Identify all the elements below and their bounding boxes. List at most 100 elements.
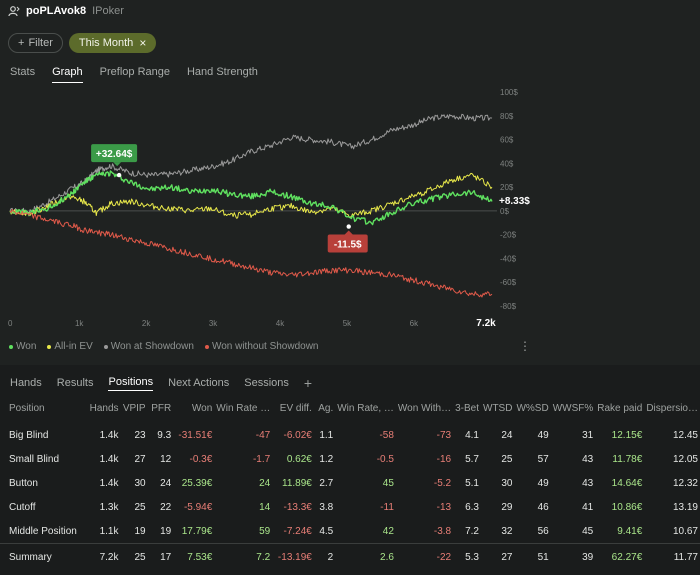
legend-dot bbox=[9, 344, 13, 349]
table-cell: 12.32 bbox=[672, 477, 698, 489]
tab-hand-strength[interactable]: Hand Strength bbox=[186, 66, 258, 78]
tab-stats[interactable]: Stats bbox=[10, 66, 36, 78]
tab-hands[interactable]: Hands bbox=[10, 377, 42, 389]
table-cell: 19 bbox=[134, 525, 146, 537]
table-cell: 45 bbox=[582, 525, 594, 537]
summary-row[interactable]: Summary 7.2k 25 17 7.53€ 7.2 -13.19€ 2 2.6 -22 5.3… bbox=[0, 543, 700, 570]
tab-sessions[interactable]: Sessions bbox=[244, 377, 289, 389]
table-cell: Button bbox=[9, 477, 38, 489]
x-tick-label: 2k bbox=[142, 319, 151, 328]
table-cell: 62.27€ bbox=[595, 543, 645, 570]
column-header[interactable]: PFR bbox=[151, 402, 172, 414]
table-cell: 12.45 bbox=[672, 429, 698, 441]
table-cell: 41 bbox=[582, 501, 594, 513]
legend-item[interactable]: Won bbox=[9, 341, 36, 352]
min-point-marker bbox=[346, 224, 351, 229]
table-cell: 10.67 bbox=[672, 525, 698, 537]
min-label-pointer bbox=[344, 230, 353, 235]
this-month-chip[interactable]: This Month × bbox=[68, 33, 157, 53]
max-label-pointer bbox=[113, 162, 122, 167]
table-cell: -5.2 bbox=[433, 477, 452, 489]
table-cell: 27 bbox=[481, 543, 515, 570]
positions-panel bbox=[0, 365, 700, 575]
table-cell: Big Blind bbox=[9, 429, 49, 441]
table-cell: 5.7 bbox=[465, 453, 479, 465]
table-cell: 25 bbox=[120, 543, 148, 570]
table-cell: 23 bbox=[134, 429, 146, 441]
legend-dot bbox=[103, 344, 108, 349]
filter-button[interactable]: + Filter bbox=[8, 33, 63, 53]
table-row[interactable]: Big Blind 1.4k 23 9.3 -31.51€ -47 -6.02€ 1.1 -58… bbox=[0, 423, 700, 447]
max-point-marker bbox=[116, 172, 122, 178]
column-header[interactable]: VPIP bbox=[122, 402, 146, 414]
profit-chart[interactable]: 100$ 80$ 60$ 40$ 20$ 0$ -20$ -40$ -60$ -80$ 0 1k 2k 3… bbox=[0, 82, 700, 332]
table-cell: 0.62€ bbox=[286, 453, 312, 465]
end-value-label: +8.33$ bbox=[499, 196, 530, 207]
table-cell: 12.15€ bbox=[611, 429, 643, 441]
tab-results[interactable]: Results bbox=[56, 377, 94, 389]
column-header[interactable]: Win Rate … bbox=[216, 402, 271, 414]
legend-label: Won without Showdown bbox=[211, 341, 319, 352]
table-cell: -13 bbox=[436, 501, 452, 513]
table-row[interactable]: Button 1.4k 30 24 25.39€ 24 11.89€ 2.7 45 -5.2 5.1… bbox=[0, 471, 700, 495]
x-tick-label: 1k bbox=[75, 319, 84, 328]
table-cell: 32 bbox=[501, 525, 513, 537]
column-header[interactable]: WTSD bbox=[483, 402, 513, 414]
add-tab-icon[interactable]: + bbox=[303, 375, 313, 391]
table-cell: 6.3 bbox=[465, 501, 479, 513]
column-header[interactable]: Dispersio… bbox=[646, 402, 698, 414]
table-cell: Middle Position bbox=[9, 525, 77, 537]
legend-dot bbox=[204, 344, 209, 349]
y-tick-label: -40$ bbox=[500, 254, 517, 263]
legend-label: Won bbox=[16, 341, 37, 352]
legend-item[interactable]: All-in EV bbox=[47, 341, 93, 352]
table-row[interactable]: Small Blind 1.4k 27 12 -0.3€ -1.7 0.62€ 1.2 -0.5… bbox=[0, 447, 700, 471]
player-header: poPLAvok8 IPoker bbox=[8, 4, 124, 18]
column-header[interactable]: 3-Bet bbox=[455, 402, 479, 414]
column-header[interactable]: WWSF% bbox=[552, 402, 594, 414]
table-cell: 49 bbox=[537, 429, 549, 441]
y-tick-label: 0$ bbox=[500, 207, 509, 216]
table-cell: 4.5 bbox=[319, 525, 334, 537]
legend-label: All-in EV bbox=[54, 341, 93, 352]
tab-positions[interactable]: Positions bbox=[108, 376, 154, 391]
table-cell: 39 bbox=[550, 543, 596, 570]
column-header[interactable]: Rake paid bbox=[597, 402, 643, 414]
table-cell: 7.53€ bbox=[173, 543, 215, 570]
column-header[interactable]: Ag. bbox=[318, 402, 334, 414]
table-cell: 51 bbox=[514, 543, 551, 570]
column-header[interactable]: Win Rate, … bbox=[337, 402, 394, 414]
user-icon bbox=[8, 6, 20, 17]
table-cell: 25 bbox=[501, 453, 513, 465]
table-cell: -1.7 bbox=[252, 453, 271, 465]
table-cell: 5.1 bbox=[465, 477, 479, 489]
tab-graph[interactable]: Graph bbox=[52, 66, 83, 83]
column-header[interactable]: Position bbox=[9, 402, 45, 414]
column-header[interactable]: EV diff. bbox=[279, 402, 312, 414]
x-tick-label: 5k bbox=[343, 319, 352, 328]
close-icon[interactable]: × bbox=[139, 36, 147, 50]
table-cell: -58 bbox=[379, 429, 394, 441]
table-cell: 1.2 bbox=[319, 453, 334, 465]
column-header[interactable]: W%SD bbox=[516, 402, 549, 414]
player-name[interactable]: poPLAvok8 bbox=[26, 5, 87, 17]
column-header[interactable]: Hands bbox=[89, 402, 119, 414]
table-row[interactable]: Middle Position 1.1k 19 19 17.79€ 59 -7.24€ 4.5… bbox=[0, 519, 700, 544]
more-options-icon[interactable]: ⋮ bbox=[519, 339, 531, 353]
legend-item[interactable]: Won at Showdown bbox=[103, 341, 194, 352]
min-label: -11.5$ bbox=[334, 240, 362, 251]
table-row[interactable]: Cutoff 1.3k 25 22 -5.94€ 14 -13.3€ 3.8 -11 -13 6.3… bbox=[0, 495, 700, 519]
table-cell: -0.3€ bbox=[189, 453, 213, 465]
tab-preflop-range[interactable]: Preflop Range bbox=[99, 66, 170, 78]
table-cell: 1.4k bbox=[99, 477, 119, 489]
table-cell: -16 bbox=[436, 453, 452, 465]
table-cell: 1.3k bbox=[99, 501, 119, 513]
column-header[interactable]: Won With… bbox=[397, 402, 452, 414]
tab-next-actions[interactable]: Next Actions bbox=[168, 377, 230, 389]
legend-dot bbox=[47, 344, 52, 349]
table-cell: 46 bbox=[537, 501, 549, 513]
series-line-all-in-ev bbox=[9, 172, 493, 219]
table-cell: 9.3 bbox=[157, 429, 172, 441]
column-header[interactable]: Won bbox=[191, 402, 213, 414]
legend-item[interactable]: Won without Showdown bbox=[204, 341, 319, 352]
